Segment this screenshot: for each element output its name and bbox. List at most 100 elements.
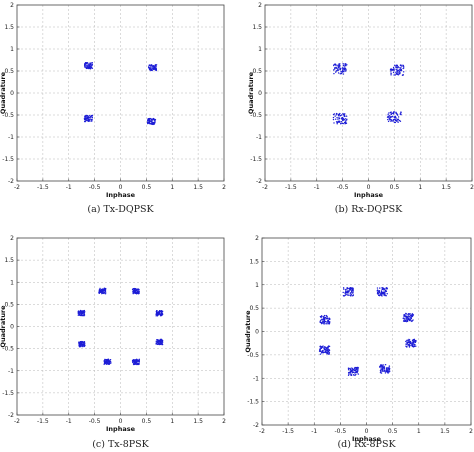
y-tick-label: 1 xyxy=(10,279,14,286)
scatter-point xyxy=(388,112,390,114)
scatter-point xyxy=(318,350,321,352)
scatter-point xyxy=(334,115,336,117)
scatter-point xyxy=(105,360,108,363)
scatter-point xyxy=(346,287,348,289)
cluster-3 xyxy=(77,309,86,317)
scatter-point xyxy=(343,63,345,65)
x-tick-label: 1.5 xyxy=(193,184,203,191)
scatter-point xyxy=(385,287,388,289)
scatter-point xyxy=(160,313,163,315)
scatter-point xyxy=(328,323,330,325)
scatter-point xyxy=(348,294,350,296)
scatter-point xyxy=(336,123,338,125)
scatter-point xyxy=(383,367,386,370)
scatter-point xyxy=(133,288,136,291)
scatter-point xyxy=(349,368,352,371)
scatter-point xyxy=(395,64,397,67)
scatter-point xyxy=(342,287,345,289)
cluster-1 xyxy=(83,61,94,70)
scatter-point xyxy=(159,312,161,314)
scatter-point xyxy=(86,62,88,64)
cluster-8 xyxy=(379,364,391,374)
scatter-point xyxy=(83,309,86,312)
scatter-point xyxy=(78,314,81,316)
x-tick-label: 2 xyxy=(469,428,473,435)
scatter-point xyxy=(88,65,91,67)
scatter-point xyxy=(396,114,399,116)
scatter-point xyxy=(390,113,392,116)
scatter-point xyxy=(321,321,323,324)
scatter-point xyxy=(332,116,335,119)
scatter-point xyxy=(399,113,402,115)
scatter-point xyxy=(154,119,157,121)
scatter-point xyxy=(335,118,337,120)
scatter-point xyxy=(390,120,392,122)
scatter-point xyxy=(109,360,112,363)
scatter-point xyxy=(324,320,327,323)
scatter-point xyxy=(334,63,336,66)
scatter-point xyxy=(350,291,353,293)
scatter-point xyxy=(393,118,396,121)
scatter-point xyxy=(352,294,354,297)
scatter-point xyxy=(325,352,327,354)
scatter-point xyxy=(137,363,140,365)
scatter-point xyxy=(327,323,329,325)
scatter-point xyxy=(105,358,107,361)
scatter-point xyxy=(343,119,345,121)
scatter-point xyxy=(345,290,347,292)
scatter-point xyxy=(406,342,408,345)
scatter-point xyxy=(408,316,411,318)
y-tick-label: -2 xyxy=(256,178,262,185)
scatter-point xyxy=(402,65,405,68)
scatter-point xyxy=(103,287,106,290)
x-tick-label: 1 xyxy=(170,184,174,191)
scatter-point xyxy=(403,314,406,317)
scatter-point xyxy=(407,344,409,346)
scatter-point xyxy=(383,370,385,373)
scatter-point xyxy=(83,343,86,345)
scatter-point xyxy=(348,368,350,370)
x-tick-label: -0.5 xyxy=(89,184,101,191)
scatter-point xyxy=(328,321,330,323)
scatter-point xyxy=(320,350,322,353)
scatter-point xyxy=(390,68,393,70)
scatter-point xyxy=(84,64,86,66)
scatter-point xyxy=(87,119,90,121)
scatter-point xyxy=(395,116,397,119)
scatter-point xyxy=(327,345,330,347)
y-tick-label: 1.5 xyxy=(249,258,259,265)
x-tick-label: -1.5 xyxy=(37,418,49,425)
scatter-point xyxy=(388,366,390,369)
scatter-point xyxy=(326,318,328,320)
scatter-point xyxy=(405,319,408,321)
scatter-point xyxy=(133,361,136,363)
scatter-point xyxy=(399,64,402,67)
scatter-point xyxy=(411,315,414,318)
x-tick-label: 0.5 xyxy=(390,184,400,191)
scatter-point xyxy=(394,116,396,119)
scatter-point xyxy=(347,372,350,374)
scatter-point xyxy=(148,118,150,121)
scatter-point xyxy=(79,344,82,346)
scatter-point xyxy=(157,340,159,343)
y-tick-label: 2 xyxy=(258,2,262,9)
x-axis-label: Inphase xyxy=(354,191,384,199)
scatter-point xyxy=(333,72,335,75)
scatter-point xyxy=(345,120,347,122)
panel-caption: (d) Rx-8PSK xyxy=(337,439,396,450)
scatter-point xyxy=(332,69,335,71)
scatter-point xyxy=(148,121,150,123)
panel-caption: (c) Tx-8PSK xyxy=(92,439,149,450)
scatter-point xyxy=(342,114,345,116)
x-tick-label: 1 xyxy=(418,184,422,191)
scatter-point xyxy=(405,315,407,317)
scatter-point xyxy=(89,62,91,64)
scatter-point xyxy=(402,74,404,76)
scatter-point xyxy=(152,65,155,68)
scatter-point xyxy=(91,63,94,66)
scatter-point xyxy=(157,342,159,345)
scatter-point xyxy=(376,290,378,292)
scatter-point xyxy=(398,66,400,69)
scatter-point xyxy=(346,291,348,293)
x-tick-label: 0 xyxy=(119,184,123,191)
